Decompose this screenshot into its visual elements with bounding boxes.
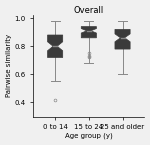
Polygon shape	[115, 29, 130, 49]
Y-axis label: Pairwise similarity: Pairwise similarity	[6, 34, 12, 97]
Title: Overall: Overall	[74, 6, 104, 14]
Polygon shape	[48, 35, 63, 58]
Polygon shape	[81, 27, 96, 38]
X-axis label: Age group (y): Age group (y)	[65, 133, 113, 139]
